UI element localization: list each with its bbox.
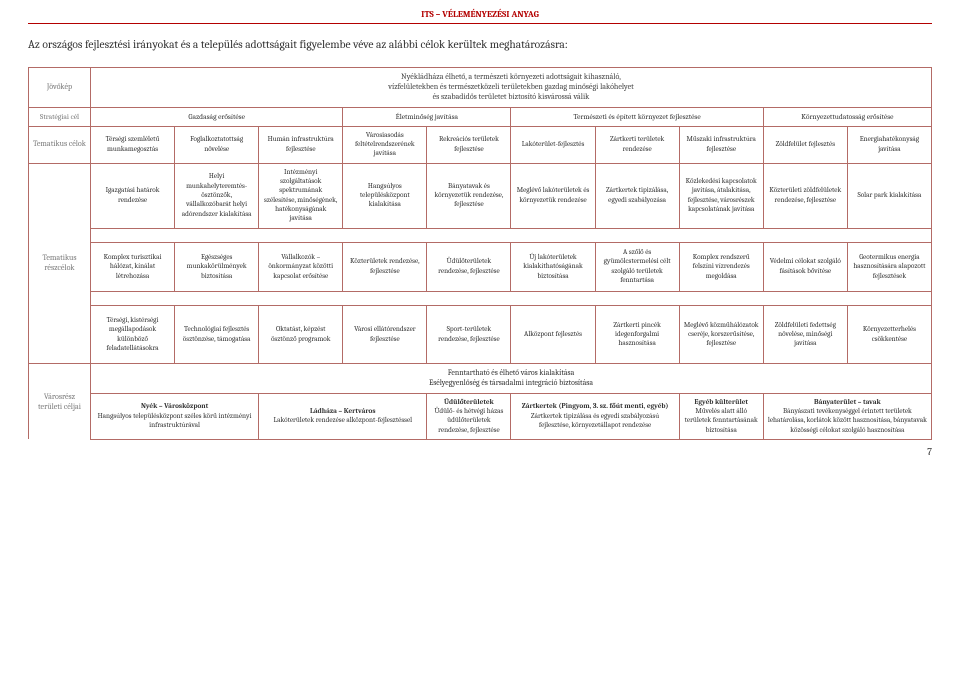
varosresz-2-body: Lakóterületek rendezése alközpont-fejles…: [273, 416, 412, 424]
rowlabel-tematikus: Tematikus célok: [29, 126, 91, 163]
varosresz-1-title: Nyék – Városközpont: [141, 402, 208, 410]
reszcel-r3-6: Alközpont fejlesztés: [511, 305, 595, 363]
tematikus-3: Humán infrastruktúra fejlesztése: [259, 126, 343, 163]
strategiai-2: Életminőség javítása: [343, 107, 511, 126]
reszcel-r3-7: Zártkerti pincék idegenforgalmi hasznosí…: [595, 305, 679, 363]
reszcel-r3-1: Térségi, kistérségi megállapodások külön…: [91, 305, 175, 363]
spacer-row-1: [91, 228, 932, 242]
tematikus-7: Zártkerti területek rendezése: [595, 126, 679, 163]
reszcel-r3-10: Környezetterhelés csökkentése: [847, 305, 931, 363]
tematikus-5: Rekreációs területek fejlesztése: [427, 126, 511, 163]
tematikus-6: Lakóterület-fejlesztés: [511, 126, 595, 163]
intro-text: Az országos fejlesztési irányokat és a t…: [28, 38, 932, 52]
rowlabel-reszcelok: Tematikus részcélok: [29, 163, 91, 364]
varosresz-6: Bányaterület – tavak Bányászati tevékeny…: [763, 393, 931, 439]
varosresz-3-title: Üdülőterületek: [444, 398, 494, 406]
reszcel-r1-9: Közterületi zöldfelületek rendezése, fej…: [763, 163, 847, 228]
reszcel-r1-6: Meglévő lakóterületek és környezetük ren…: [511, 163, 595, 228]
strategiai-1: Gazdaság erősítése: [91, 107, 343, 126]
reszcel-r2-2: Egészséges munkakörülmények biztosítása: [175, 242, 259, 291]
varosresz-2-title: Ládháza – Kertváros: [310, 407, 376, 415]
reszcel-r3-8: Meglévő közműhálózatok cseréje, korszerű…: [679, 305, 763, 363]
reszcel-r2-6: Új lakóterületek kialakíthatóságának biz…: [511, 242, 595, 291]
varosresz-4-title: Zártkertek (Pingyom, 3. sz. főút menti, …: [522, 402, 669, 410]
reszcel-r1-4: Hangsúlyos településközpont kialakítása: [343, 163, 427, 228]
reszcel-r2-1: Komplex turisztikai hálózat, kínálat lét…: [91, 242, 175, 291]
tematikus-4: Városiasodás feltételrendszerének javítá…: [343, 126, 427, 163]
rowlabel-strategiai: Stratégiai cél: [29, 107, 91, 126]
reszcel-r3-5: Sport-területek rendezése, fejlesztése: [427, 305, 511, 363]
reszcel-r2-10: Geotermikus energia hasznosítására alapo…: [847, 242, 931, 291]
varosresz-5-title: Egyéb külterület: [694, 398, 748, 406]
goals-table: Jövőkép Nyékládháza élhető, a természeti…: [28, 67, 932, 440]
trans-line2: Esélyegyenlőség és társadalmi integráció…: [429, 378, 593, 387]
reszcel-r1-3: Intézményi szolgáltatások spektrumának s…: [259, 163, 343, 228]
jovokep-text: Nyékládháza élhető, a természeti környez…: [91, 67, 932, 107]
varosresz-4: Zártkertek (Pingyom, 3. sz. főút menti, …: [511, 393, 679, 439]
varosresz-5-body: Művelés alatt álló területek fenntartásá…: [685, 407, 758, 434]
varosresz-4-body: Zártkertek tipizálása és egyedi szabályo…: [531, 412, 659, 429]
tematikus-10: Energiahatékonyság javítása: [847, 126, 931, 163]
tematikus-2: Foglalkoztatottság növelése: [175, 126, 259, 163]
rowlabel-jovokep: Jövőkép: [29, 67, 91, 107]
tematikus-9: Zöldfelület fejlesztés: [763, 126, 847, 163]
document-header: ITS – VÉLEMÉNYEZÉSI ANYAG: [28, 10, 932, 24]
reszcel-r1-2: Helyi munkahelyteremtés-ösztönzők, válla…: [175, 163, 259, 228]
reszcel-r1-8: Közlekedési kapcsolatok javítása, átalak…: [679, 163, 763, 228]
varosresz-1: Nyék – Városközpont Hangsúlyos település…: [91, 393, 259, 439]
reszcel-r2-7: A szőlő és gyümölcstermelési célt szolgá…: [595, 242, 679, 291]
varosresz-1-body: Hangsúlyos településközpont széles körű …: [98, 412, 252, 429]
spacer-row-2: [91, 291, 932, 305]
varosresz-5: Egyéb külterület Művelés alatt álló terü…: [679, 393, 763, 439]
varosresz-3: Üdülőterületek Üdülő- és hétvégi házas ü…: [427, 393, 511, 439]
reszcel-r3-3: Oktatást, képzést ösztönző programok: [259, 305, 343, 363]
reszcel-r1-1: Igazgatási határok rendezése: [91, 163, 175, 228]
reszcel-r1-10: Solar park kialakítása: [847, 163, 931, 228]
tematikus-8: Műszaki infrastruktúra fejlesztése: [679, 126, 763, 163]
reszcel-r2-4: Közterületek rendezése, fejlesztése: [343, 242, 427, 291]
strategiai-4: Környezettudatosság erősítése: [763, 107, 931, 126]
reszcel-r3-4: Városi ellátórendszer fejlesztése: [343, 305, 427, 363]
reszcel-r2-5: Üdülőterületek rendezése, fejlesztése: [427, 242, 511, 291]
reszcel-r3-2: Technológiai fejlesztés ösztönzése, támo…: [175, 305, 259, 363]
tematikus-1: Térségi szemléletű munkamegosztás: [91, 126, 175, 163]
reszcel-r1-7: Zártkertek tipizálása, egyedi szabályozá…: [595, 163, 679, 228]
varosresz-3-body: Üdülő- és hétvégi házas üdülőterületek r…: [434, 407, 503, 434]
reszcel-r3-9: Zöldfelületi fedettség növelése, minőség…: [763, 305, 847, 363]
transversal-header: Fenntartható és élhető város kialakítása…: [91, 364, 932, 393]
trans-line1: Fenntartható és élhető város kialakítása: [448, 368, 575, 377]
varosresz-2: Ládháza – Kertváros Lakóterületek rendez…: [259, 393, 427, 439]
reszcel-r2-8: Komplex rendszerű felszíni vízrendezés m…: [679, 242, 763, 291]
varosresz-6-title: Bányaterület – tavak: [814, 398, 881, 406]
varosresz-6-body: Bányászati tevékenységgel érintett terül…: [768, 407, 927, 434]
reszcel-r2-9: Védelmi célokat szolgáló fásítások bővít…: [763, 242, 847, 291]
strategiai-3: Természeti és épített környezet fejleszt…: [511, 107, 763, 126]
rowlabel-varosresz: Városrész területi céljai: [29, 364, 91, 440]
page-number: 7: [28, 446, 932, 459]
reszcel-r2-3: Vállalkozók – önkormányzat közötti kapcs…: [259, 242, 343, 291]
reszcel-r1-5: Bányatavak és környezetük rendezése, fej…: [427, 163, 511, 228]
